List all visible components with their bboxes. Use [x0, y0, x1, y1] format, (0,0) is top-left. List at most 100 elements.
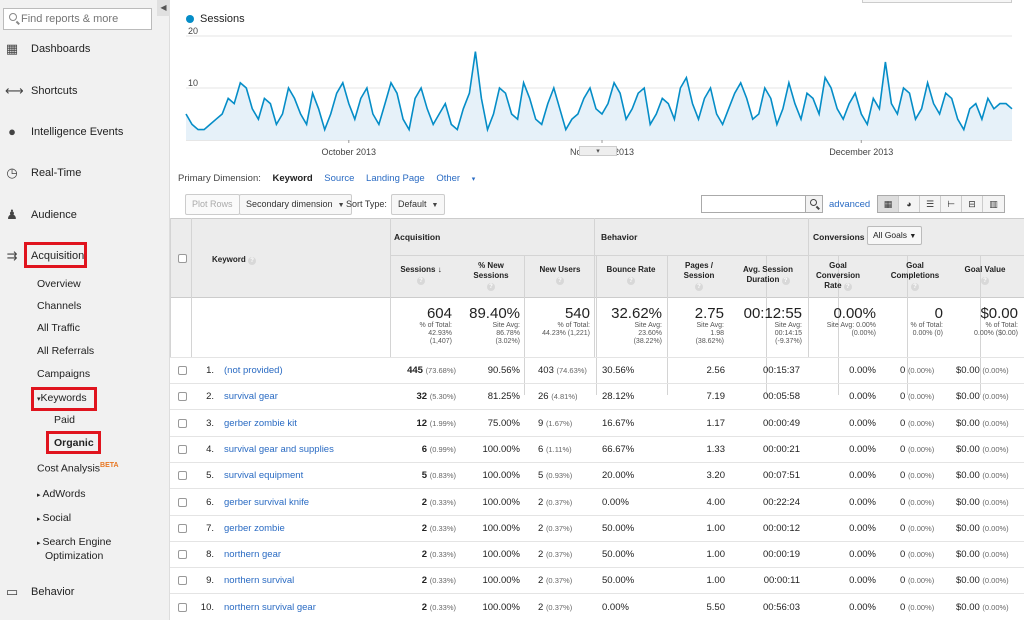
keyword-link[interactable]: northern gear — [224, 549, 282, 561]
search-box[interactable] — [3, 8, 152, 30]
help-icon[interactable]: ? — [695, 283, 703, 291]
row-checkbox[interactable] — [178, 418, 187, 428]
help-icon[interactable]: ? — [556, 277, 564, 285]
sidebar-item-channels[interactable]: Channels — [37, 300, 82, 312]
row-checkbox[interactable] — [178, 576, 187, 586]
keyword-link[interactable]: survival gear and supplies — [224, 443, 334, 455]
sidebar-item-social[interactable]: ▸ Social — [37, 512, 71, 524]
term-cloud-view-icon[interactable]: ⊟ — [962, 196, 983, 212]
total-avg-session-duration: 00:12:55 Site Avg: 00:14:15 (-9.37%) — [736, 305, 802, 346]
dimension-other[interactable]: Other ▾ — [436, 173, 484, 184]
header-label-3: Rate — [824, 281, 842, 290]
sidebar-item-all-traffic[interactable]: All Traffic — [37, 322, 80, 334]
dimension-source[interactable]: Source — [324, 173, 355, 184]
help-icon[interactable]: ? — [248, 257, 257, 265]
keyword-link[interactable]: northern survival gear — [224, 601, 316, 613]
table-row[interactable]: 9. northern survival 2 (0.33%) 100.00% 2… — [170, 568, 1024, 595]
table-row[interactable]: 1. (not provided) 445 (73.68%) 90.56% 40… — [170, 358, 1024, 384]
table-row[interactable]: 6. gerber survival knife 2 (0.33%) 100.0… — [170, 490, 1024, 516]
sidebar-item-adwords[interactable]: ▸ AdWords — [37, 488, 85, 500]
advanced-filter-link[interactable]: advanced — [829, 199, 871, 210]
chart-expand-handle[interactable]: ▾ — [579, 146, 617, 156]
pivot-view-icon[interactable]: ▥ — [983, 196, 1004, 212]
sidebar-item-real-time[interactable]: ◷ Real-Time — [0, 163, 170, 183]
collapse-sidebar-icon[interactable]: ◀ — [157, 0, 170, 16]
help-icon[interactable]: ? — [911, 283, 919, 291]
row-checkbox[interactable] — [178, 366, 187, 375]
performance-view-icon[interactable]: ☰ — [920, 196, 941, 212]
help-icon[interactable]: ? — [627, 277, 635, 285]
table-row[interactable]: 10. northern survival gear 2 (0.33%) 100… — [170, 595, 1024, 620]
table-row[interactable]: 2. survival gear 32 (5.30%) 81.25% 26 (4… — [170, 384, 1024, 411]
sidebar-item-overview[interactable]: Overview — [37, 278, 81, 290]
goal-conversion-rate-column-header[interactable]: Goal Conversion Rate ? — [810, 261, 866, 291]
dimension-keyword[interactable]: Keyword — [272, 173, 313, 184]
sidebar-item-dashboards[interactable]: ▦ Dashboards — [0, 39, 170, 59]
help-icon[interactable]: ? — [981, 277, 989, 285]
sessions-percent: (73.68%) — [425, 366, 456, 375]
search-input[interactable] — [21, 9, 149, 29]
secondary-dimension-dropdown[interactable]: Secondary dimension ▼ — [239, 194, 352, 215]
goal-value-column-header[interactable]: Goal Value? — [954, 265, 1016, 285]
new-sessions-column-header[interactable]: % New Sessions? — [460, 261, 522, 291]
chart-options-buttons[interactable] — [862, 0, 1012, 3]
sidebar-item-cost-analysis[interactable]: Cost AnalysisBETA — [37, 462, 119, 475]
sidebar-item-all-referrals[interactable]: All Referrals — [37, 345, 95, 357]
row-checkbox[interactable] — [178, 392, 187, 402]
dimension-landing-page[interactable]: Landing Page — [366, 173, 425, 184]
sidebar-item-organic[interactable]: Organic — [54, 437, 94, 449]
sidebar-item-paid[interactable]: Paid — [54, 414, 76, 426]
select-all-checkbox[interactable] — [178, 254, 187, 263]
sidebar-item-behavior[interactable]: ▭ Behavior — [0, 582, 170, 602]
primary-dimension-bar: Primary Dimension: Keyword Source Landin… — [178, 173, 493, 184]
goal-select-dropdown[interactable]: All Goals ▼ — [867, 226, 923, 245]
keyword-link[interactable]: survival gear — [224, 391, 278, 403]
row-checkbox[interactable] — [178, 550, 187, 560]
sessions-column-header[interactable]: Sessions ↓? — [396, 265, 446, 285]
sidebar-item-seo[interactable]: ▸ Search Engine Optimization — [37, 536, 111, 562]
row-checkbox[interactable] — [178, 444, 187, 454]
row-checkbox[interactable] — [178, 523, 187, 533]
table-row[interactable]: 7. gerber zombie 2 (0.33%) 100.00% 2 (0.… — [170, 516, 1024, 542]
keyword-link[interactable]: gerber survival knife — [224, 496, 310, 508]
row-checkbox[interactable] — [178, 471, 187, 481]
row-checkbox[interactable] — [178, 497, 187, 507]
new-users-column-header[interactable]: New Users? — [529, 265, 591, 285]
avg-duration-cell: 00:00:49 — [763, 417, 800, 429]
sidebar-item-acquisition[interactable]: ⇉ Acquisition — [0, 246, 170, 266]
sidebar-item-keywords[interactable]: ▾Keywords — [37, 392, 87, 404]
help-icon[interactable]: ? — [781, 277, 790, 285]
sort-type-dropdown[interactable]: Default ▼ — [391, 194, 446, 215]
table-row[interactable]: 3. gerber zombie kit 12 (1.99%) 75.00% 9… — [170, 411, 1024, 437]
avg-session-duration-column-header[interactable]: Avg. Session Duration ? — [736, 265, 800, 285]
goal-completions-column-header[interactable]: Goal Completions? — [882, 261, 948, 291]
keyword-link[interactable]: (not provided) — [224, 365, 283, 376]
sidebar-item-intelligence-events[interactable]: ● Intelligence Events — [0, 122, 170, 142]
keyword-link[interactable]: gerber zombie kit — [224, 417, 297, 429]
table-row[interactable]: 5. survival equipment 5 (0.83%) 100.00% … — [170, 463, 1024, 490]
goal-value-value: $0.00 — [956, 575, 980, 587]
help-icon[interactable]: ? — [843, 283, 852, 291]
plot-rows-button[interactable]: Plot Rows — [185, 194, 240, 215]
table-view-icon[interactable]: ▦ — [878, 196, 899, 212]
help-icon[interactable]: ? — [417, 277, 425, 285]
keyword-link[interactable]: northern survival — [224, 575, 295, 587]
table-row[interactable]: 4. survival gear and supplies 6 (0.99%) … — [170, 437, 1024, 463]
bounce-rate-column-header[interactable]: Bounce Rate? — [598, 265, 664, 285]
comparison-view-icon[interactable]: ⊢ — [941, 196, 962, 212]
pie-view-icon[interactable]: ◕ — [899, 196, 920, 212]
totals-row — [170, 299, 1024, 358]
keyword-link[interactable]: gerber zombie — [224, 522, 285, 534]
row-checkbox[interactable] — [178, 602, 187, 612]
keyword-link[interactable]: survival equipment — [224, 470, 304, 482]
table-row[interactable]: 8. northern gear 2 (0.33%) 100.00% 2 (0.… — [170, 542, 1024, 569]
help-icon[interactable]: ? — [487, 283, 495, 291]
pages-per-session-column-header[interactable]: Pages / Session? — [669, 261, 729, 291]
sidebar-item-campaigns[interactable]: Campaigns — [37, 368, 91, 380]
sidebar-item-audience[interactable]: ♟ Audience — [0, 205, 170, 225]
table-filter-input[interactable] — [701, 195, 806, 213]
sidebar-item-shortcuts[interactable]: ⟷ Shortcuts — [0, 81, 170, 101]
keyword-column-header[interactable]: Keyword ? — [212, 255, 257, 265]
filter-search-button[interactable] — [805, 195, 823, 213]
